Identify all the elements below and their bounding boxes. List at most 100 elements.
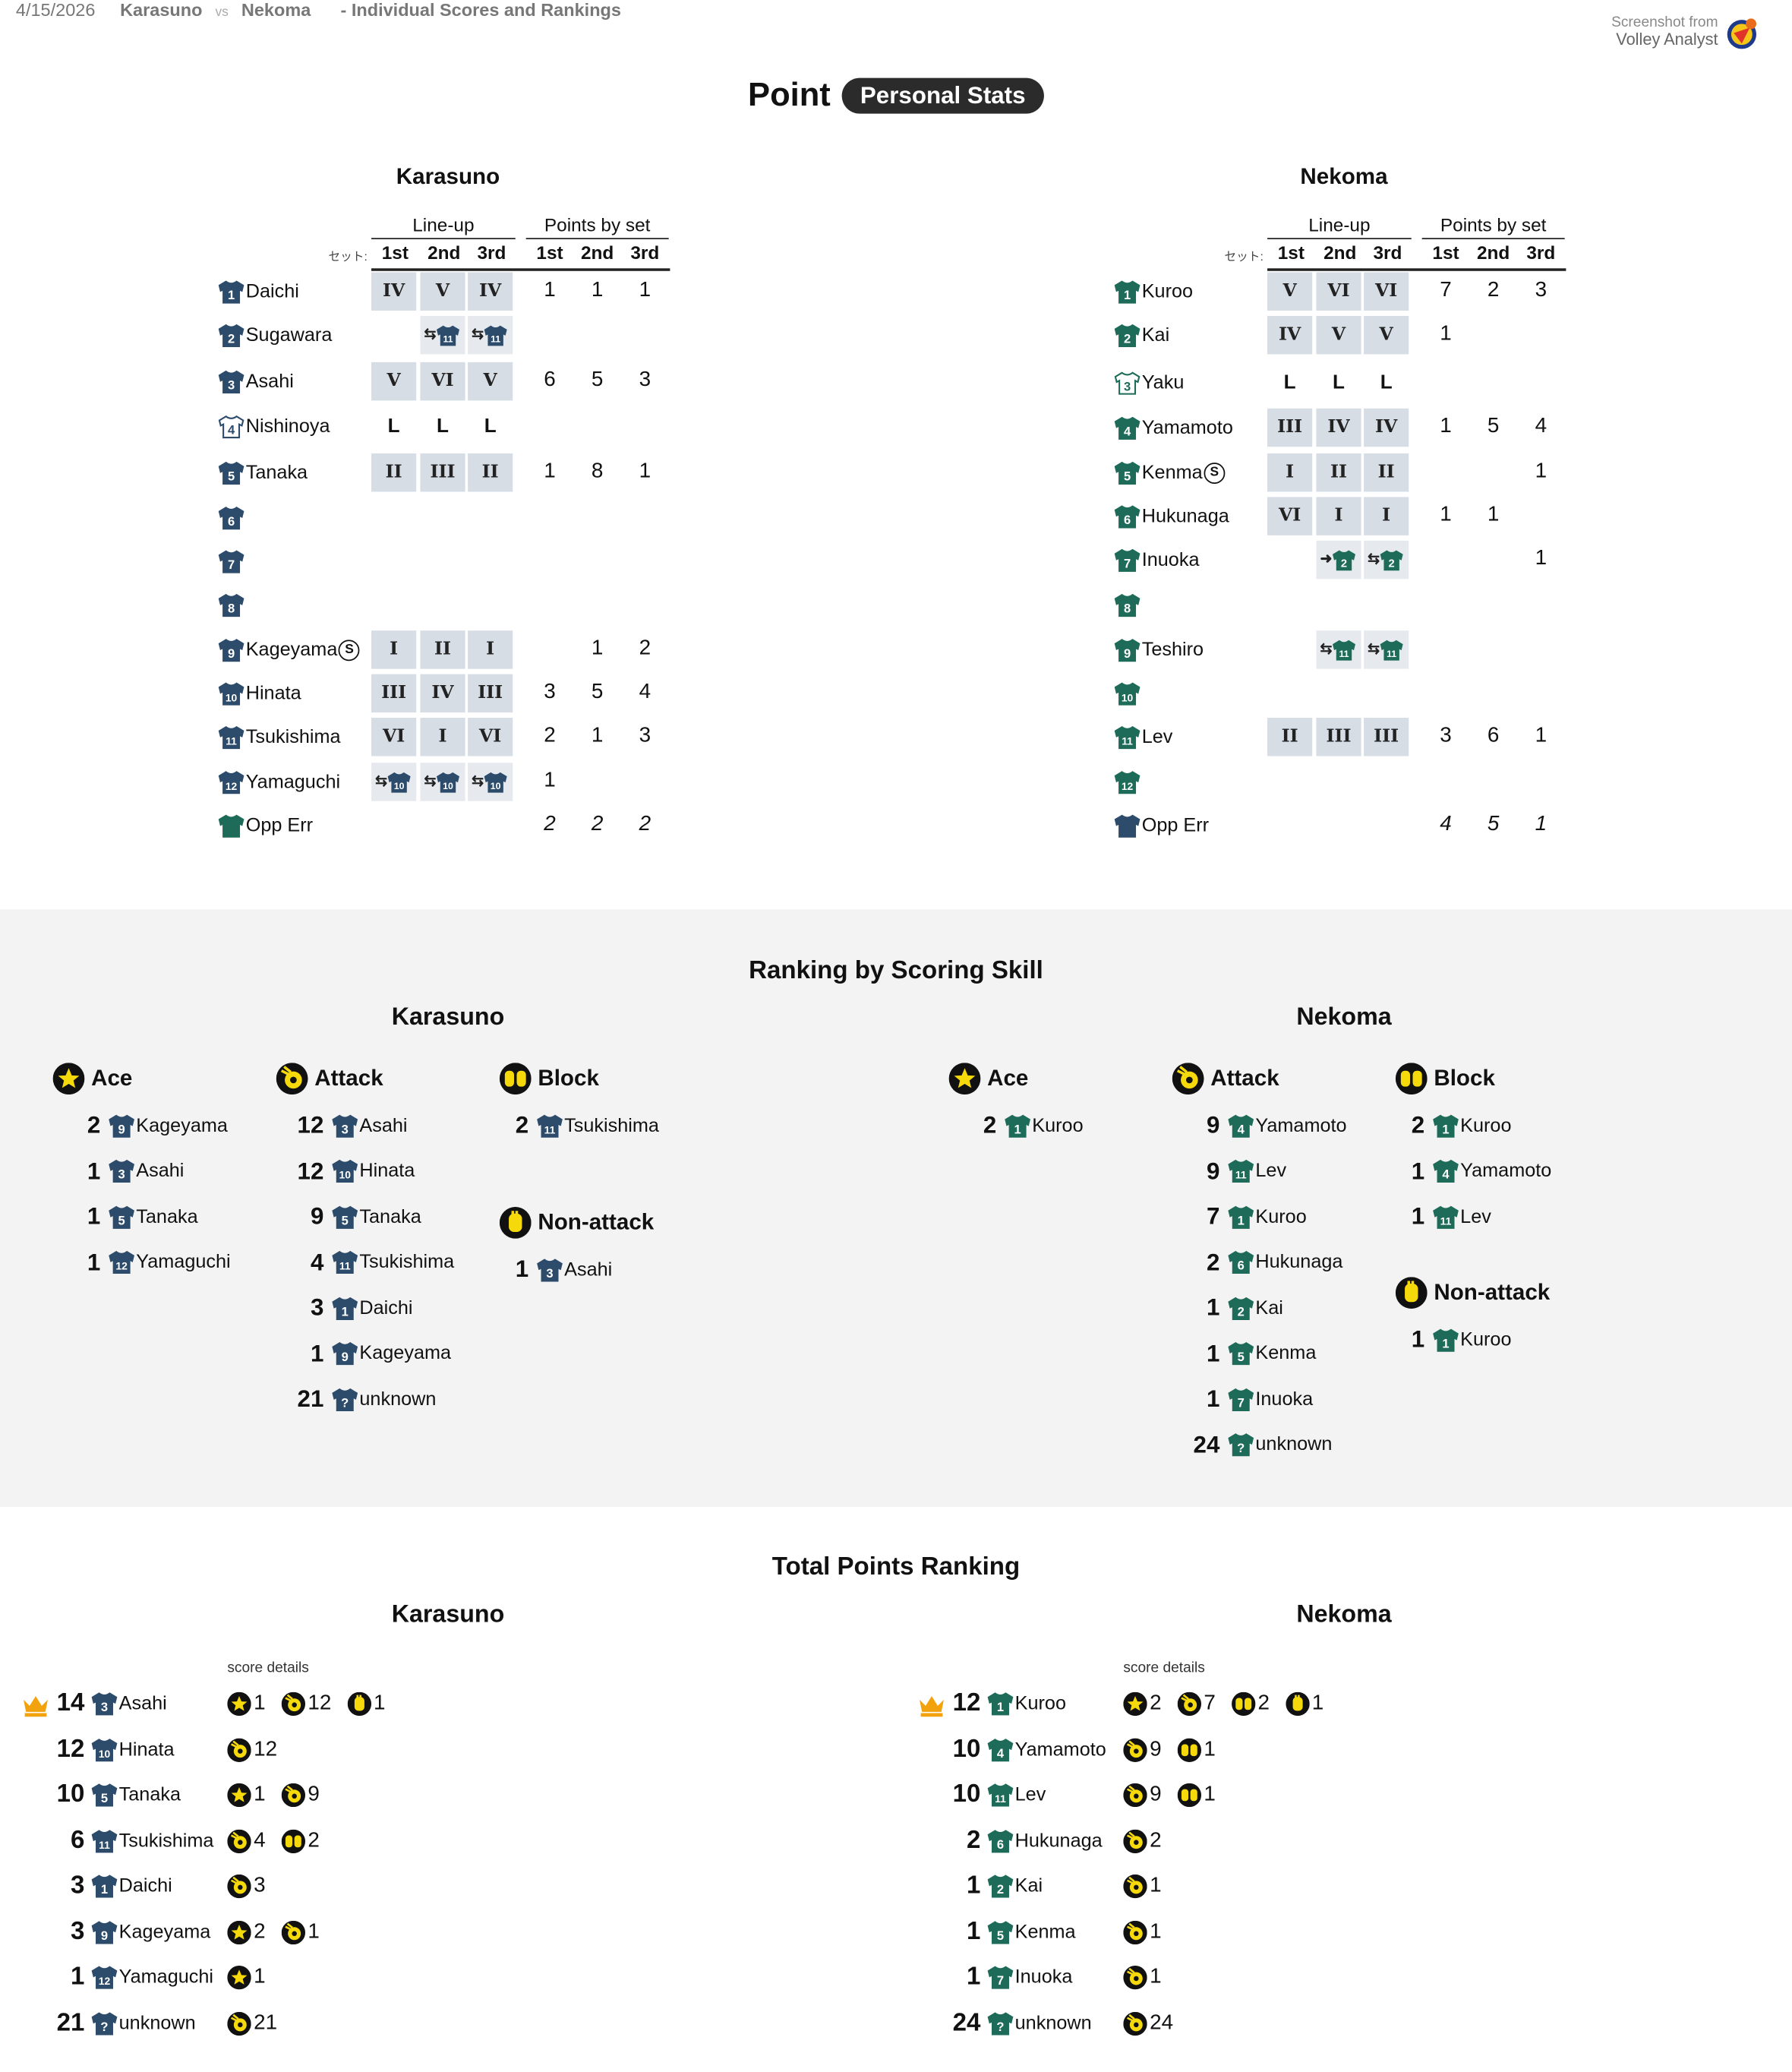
jersey-icon: 1 (1228, 1205, 1254, 1229)
jersey-icon: 11 (484, 324, 507, 346)
team-name-0: Karasuno (396, 163, 500, 189)
jersey-icon: 9 (332, 1342, 358, 1366)
hand-icon (347, 1691, 371, 1717)
skill-count: 21 (297, 1385, 324, 1412)
total-player-name: Yamaguchi (118, 1966, 214, 1988)
skill-count: 2 (1206, 1248, 1220, 1275)
point-cell: 1 (1487, 504, 1500, 526)
player-row: 5 Tanaka (218, 461, 308, 485)
total-row: 14 3 Asahi (21, 1689, 229, 1718)
detail-count: 2 (1150, 1828, 1162, 1852)
skill-count: 1 (87, 1157, 101, 1184)
player-name: Hukunaga (1141, 506, 1229, 528)
player-name: Yaku (1141, 372, 1185, 394)
svg-text:9: 9 (101, 1928, 108, 1942)
points-set-3: 3rd (621, 242, 669, 263)
detail-count: 2 (254, 1919, 266, 1943)
detail-item: 2 (1123, 1691, 1162, 1717)
detail-item: 1 (1177, 1783, 1216, 1808)
set-ordinal: 2nd (1323, 242, 1357, 264)
jersey-icon: 5 (218, 461, 245, 485)
set-ordinal: 2nd (427, 242, 461, 264)
block-icon (281, 1828, 305, 1853)
skill-name: Block (538, 1065, 599, 1091)
point-cell: 1 (591, 636, 604, 660)
jersey-icon: 10 (218, 682, 245, 706)
score-details: 12 (227, 1737, 293, 1768)
point-cell: 3 (1535, 279, 1547, 302)
svg-text:3: 3 (1124, 379, 1131, 393)
svg-text:1: 1 (1014, 1122, 1021, 1136)
lineup-cell: VI (468, 718, 513, 756)
player-row: 8 (1114, 593, 1142, 617)
player-row: 5 Kenma S (1114, 461, 1226, 485)
total-player-name: Kageyama (118, 1921, 211, 1943)
skill-player-name: Kai (1255, 1297, 1283, 1319)
attack-icon (1123, 1919, 1147, 1944)
page-title: Point Personal Stats (0, 77, 1792, 115)
point-cell: 1 (1440, 322, 1452, 346)
attack-icon (1123, 1828, 1147, 1853)
player-row: 10 (1114, 682, 1142, 706)
detail-item: 9 (1123, 1737, 1162, 1762)
total-value: 1 (70, 1963, 85, 1991)
skill-name: Attack (314, 1065, 383, 1091)
detail-item: 1 (1123, 1965, 1162, 1990)
skill-player-name: Yamamoto (1460, 1161, 1552, 1182)
point-cell: 3 (1440, 724, 1452, 747)
total-player-name: Lev (1014, 1784, 1046, 1806)
lineup-cell: L (1380, 371, 1393, 394)
attack-icon (1123, 2011, 1147, 2036)
points-set-2: 2nd (1469, 242, 1517, 263)
svg-text:1: 1 (101, 1882, 108, 1897)
total-value: 1 (966, 1963, 981, 1991)
lineup-cell: L (437, 415, 450, 438)
jersey-icon: 11 (1114, 725, 1141, 750)
player-name: Kai (1141, 325, 1170, 346)
crown-slot (917, 1783, 946, 1808)
score-details-label: score details (1123, 1660, 1205, 1676)
detail-item: 1 (281, 1919, 320, 1944)
lineup-set-2: 2nd (420, 242, 468, 263)
total-value: 21 (56, 2008, 85, 2037)
detail-count: 4 (254, 1828, 266, 1852)
set-ordinal: 3rd (477, 242, 506, 264)
svg-text:5: 5 (997, 1928, 1004, 1942)
player-name: Kageyama (245, 640, 338, 662)
detail-item: 1 (1123, 1919, 1162, 1944)
point-cell: 1 (544, 460, 556, 483)
setter-badge: S (1204, 463, 1226, 484)
skill-count: 1 (1206, 1339, 1220, 1366)
total-player-name: Asahi (118, 1693, 167, 1715)
svg-text:2: 2 (228, 332, 235, 346)
total-team-name: Karasuno (391, 1599, 505, 1628)
star-icon (948, 1063, 981, 1095)
skill-player-name: Yamaguchi (136, 1252, 231, 1274)
lineup-cell: IV (420, 674, 465, 713)
set-label: セット: (1224, 249, 1264, 264)
player-name: Opp Err (245, 815, 314, 837)
detail-count: 9 (308, 1783, 320, 1806)
header-subtitle: - Individual Scores and Rankings (340, 0, 621, 21)
player-name: Opp Err (1141, 815, 1210, 837)
detail-item: 12 (227, 1737, 277, 1762)
vs-label: vs (215, 5, 229, 21)
svg-text:12: 12 (1122, 780, 1134, 792)
point-cell: 4 (639, 681, 651, 703)
player-name: Nishinoya (245, 416, 330, 438)
skill-entry: 9 4 Yamamoto (1175, 1112, 1347, 1140)
skill-player-name: Tsukishima (359, 1252, 455, 1274)
svg-text:3: 3 (118, 1167, 125, 1182)
away-team: Nekoma (241, 0, 311, 21)
detail-item: 1 (347, 1691, 386, 1717)
skill-header-non-attack: Non-attack (1395, 1277, 1550, 1309)
crown-slot (21, 1874, 50, 1899)
skill-header-attack: Attack (276, 1063, 383, 1095)
jersey-icon: 2 (1114, 324, 1141, 348)
skill-header-non-attack: Non-attack (499, 1206, 654, 1239)
svg-text:1: 1 (997, 1700, 1004, 1714)
total-row: 1 7 Inuoka (917, 1963, 1125, 1992)
point-cell: 2 (639, 636, 651, 660)
svg-text:5: 5 (342, 1213, 349, 1227)
